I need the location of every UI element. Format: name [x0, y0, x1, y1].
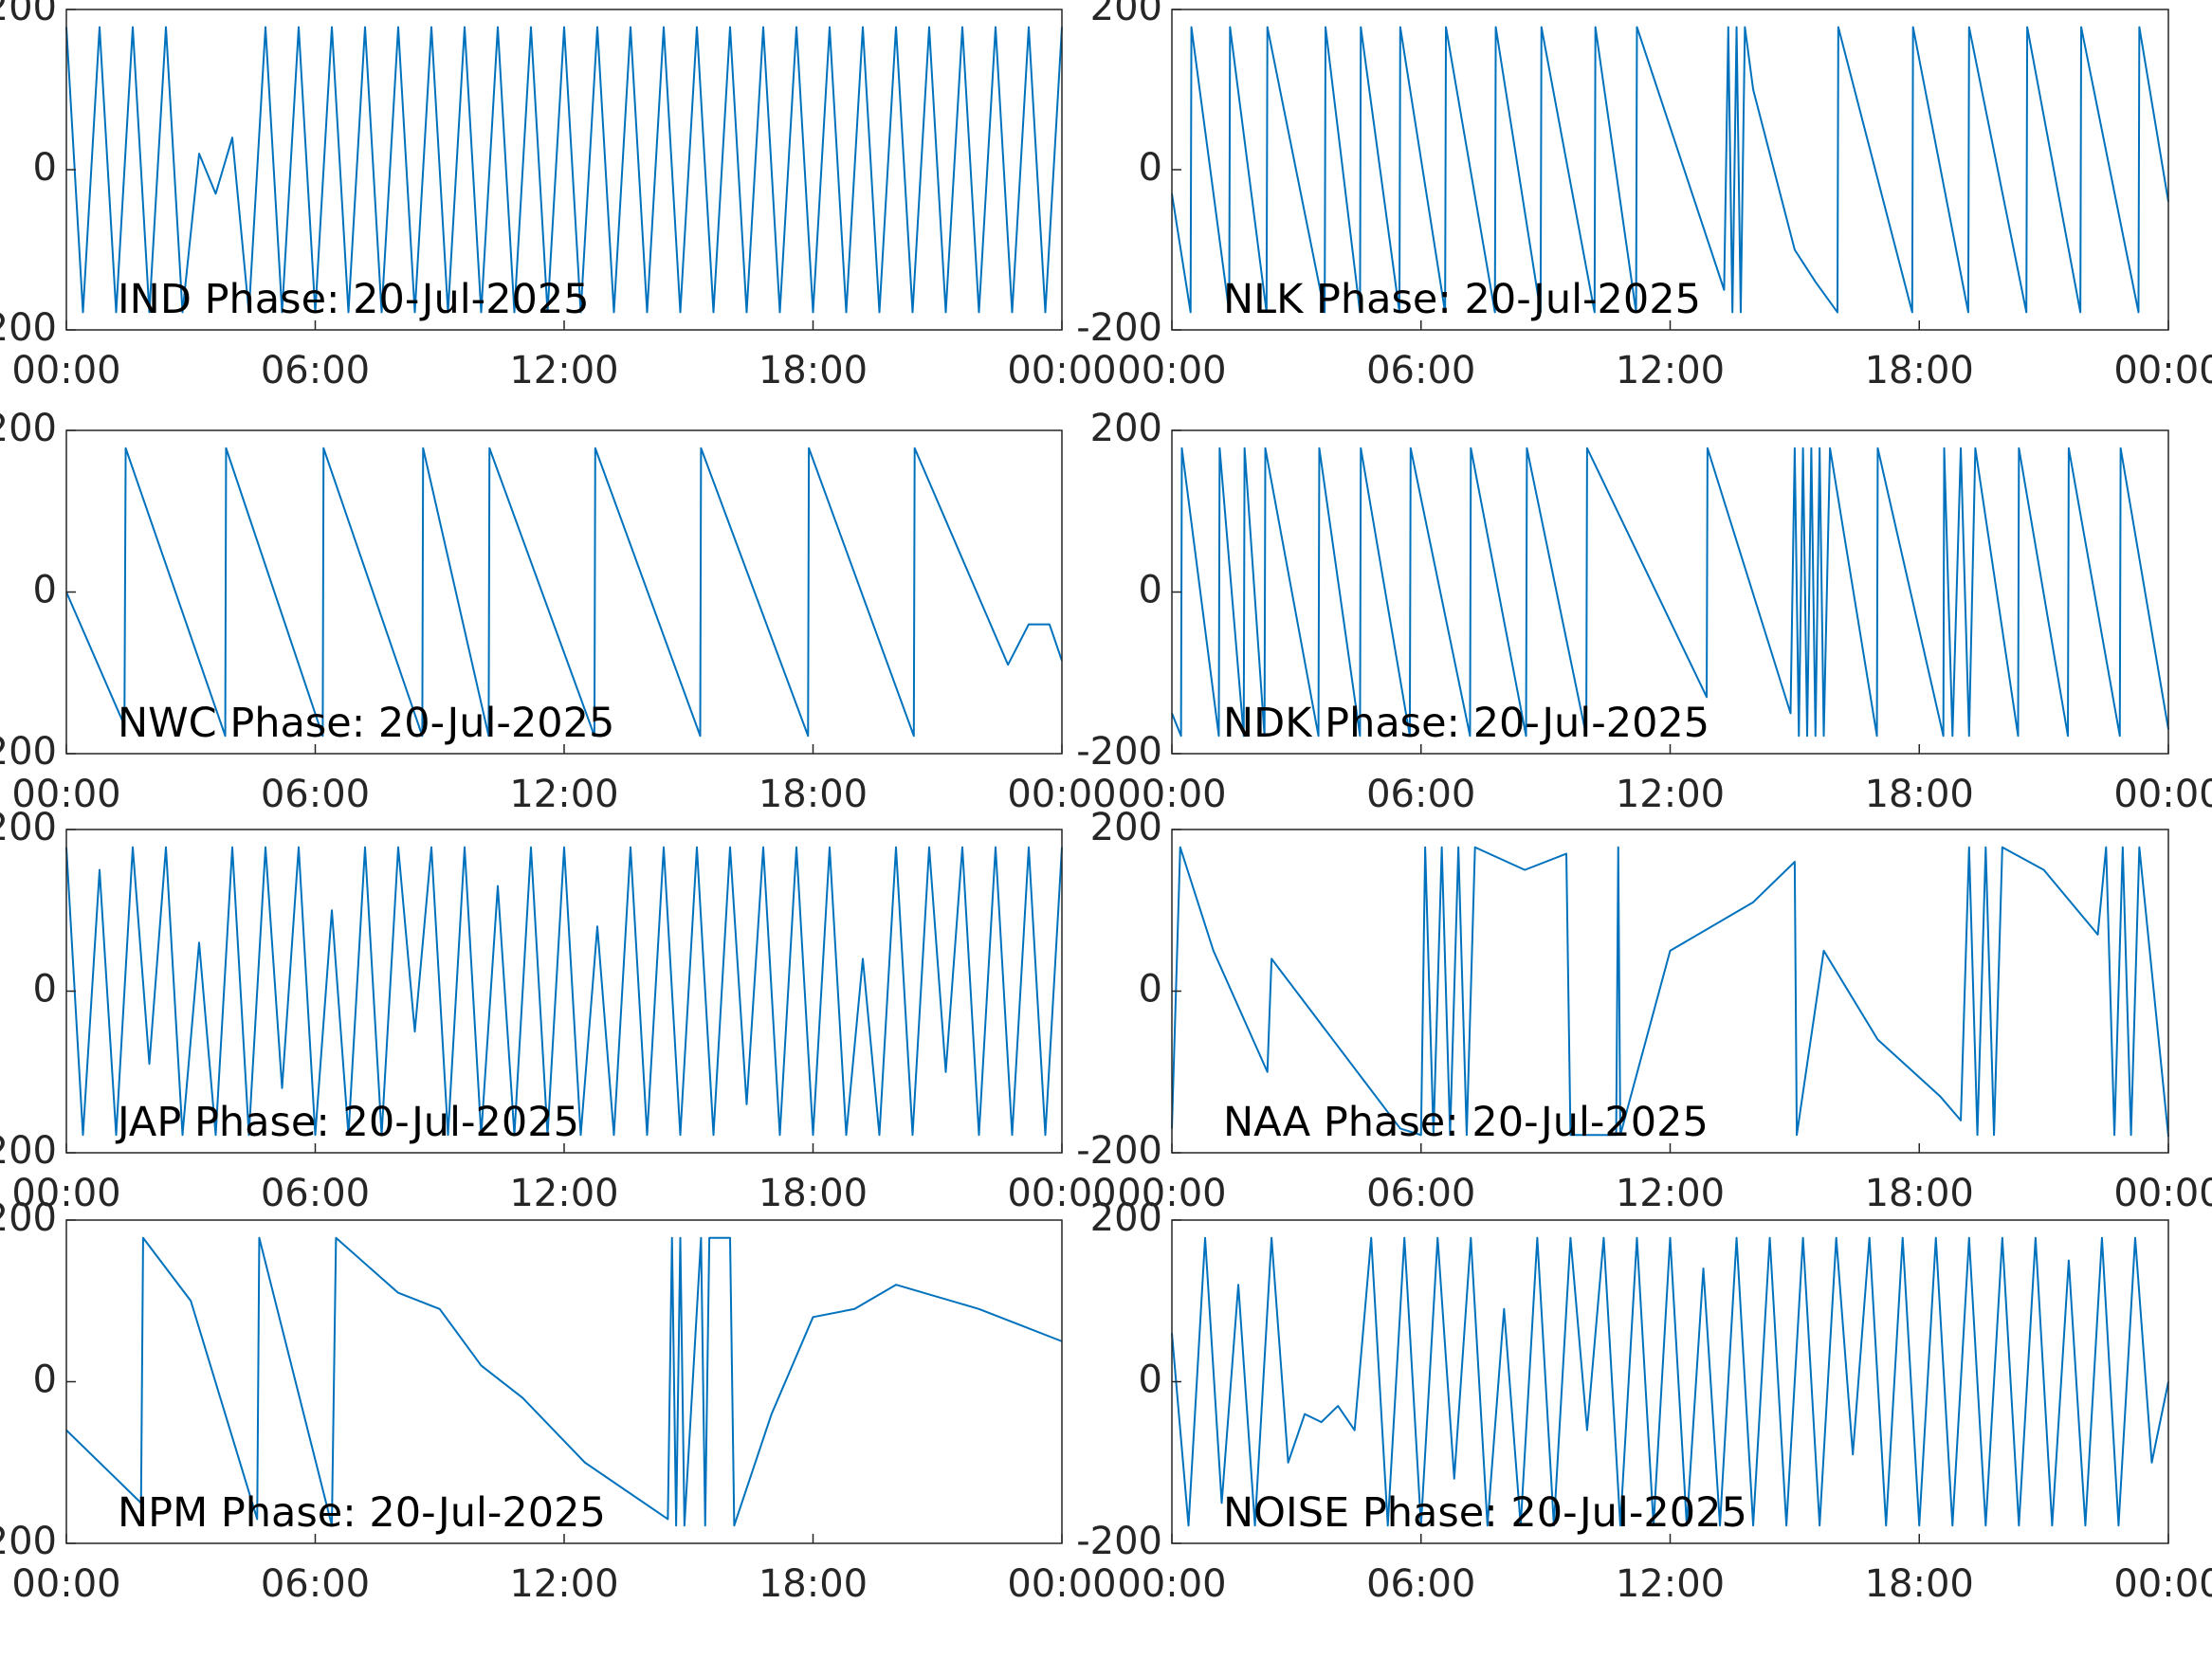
y-tick-label: 0 [33, 968, 57, 1012]
x-tick-label: 18:00 [1865, 1562, 1974, 1606]
y-tick-label: 200 [0, 407, 57, 450]
y-tick-label: -200 [0, 1520, 57, 1563]
x-tick-label: 18:00 [1865, 773, 1974, 816]
phase-line [1171, 1236, 2169, 1527]
axes-background [66, 830, 1062, 1153]
panel-title: NDK Phase: 20-Jul-2025 [1223, 700, 1709, 747]
x-tick-label: 00:00 [11, 349, 120, 392]
panel-title: NLK Phase: 20-Jul-2025 [1223, 276, 1701, 323]
x-tick-label: 18:00 [1865, 1172, 1974, 1215]
x-tick-label: 12:00 [509, 349, 618, 392]
x-tick-label: 12:00 [509, 773, 618, 816]
x-tick-label: 12:00 [1616, 1562, 1725, 1606]
x-tick-label: 06:00 [1366, 349, 1475, 392]
axes-background [1172, 9, 2168, 330]
x-tick-label: 00:00 [11, 1172, 120, 1215]
y-tick-label: 200 [1090, 1196, 1162, 1240]
panel-title: NWC Phase: 20-Jul-2025 [118, 700, 614, 747]
y-tick-label: 200 [0, 1196, 57, 1240]
y-tick-label: -200 [0, 730, 57, 774]
y-tick-label: 0 [33, 146, 57, 190]
panel-title: NOISE Phase: 20-Jul-2025 [1223, 1489, 1747, 1537]
x-tick-label: 06:00 [261, 1172, 370, 1215]
x-tick-label: 00:00 [1007, 1562, 1116, 1606]
y-tick-label: 200 [1090, 0, 1162, 29]
x-tick-label: 18:00 [759, 349, 868, 392]
x-tick-label: 00:00 [1117, 773, 1226, 816]
x-tick-label: 00:00 [1117, 349, 1226, 392]
panel-title: IND Phase: 20-Jul-2025 [118, 276, 590, 323]
x-tick-label: 18:00 [759, 773, 868, 816]
axes-background [66, 9, 1062, 330]
axes-background [66, 1220, 1062, 1543]
x-tick-label: 00:00 [11, 1562, 120, 1606]
x-tick-label: 00:00 [2113, 349, 2212, 392]
phase-line [65, 447, 1063, 738]
y-tick-label: 0 [1139, 569, 1162, 612]
y-tick-label: 200 [0, 0, 57, 29]
y-tick-label: 0 [33, 569, 57, 612]
x-tick-label: 12:00 [1616, 1172, 1725, 1215]
y-tick-label: 200 [0, 806, 57, 849]
y-tick-label: -200 [1076, 306, 1162, 350]
x-tick-label: 00:00 [2113, 773, 2212, 816]
x-tick-label: 00:00 [1007, 349, 1116, 392]
x-tick-label: 06:00 [261, 349, 370, 392]
axes-background [1172, 830, 2168, 1153]
x-tick-label: 00:00 [11, 773, 120, 816]
x-tick-label: 00:00 [1117, 1172, 1226, 1215]
y-tick-label: -200 [0, 1129, 57, 1173]
x-tick-label: 00:00 [1007, 1172, 1116, 1215]
y-tick-label: -200 [0, 306, 57, 350]
y-tick-label: 0 [1139, 968, 1162, 1012]
y-tick-label: 200 [1090, 806, 1162, 849]
phase-line [65, 1236, 1063, 1527]
panel-title: NPM Phase: 20-Jul-2025 [118, 1489, 606, 1537]
y-tick-label: 0 [33, 1358, 57, 1402]
y-tick-label: 0 [1139, 1358, 1162, 1402]
y-tick-label: -200 [1076, 730, 1162, 774]
x-tick-label: 00:00 [1007, 773, 1116, 816]
x-tick-label: 06:00 [261, 773, 370, 816]
x-tick-label: 06:00 [261, 1562, 370, 1606]
x-tick-label: 06:00 [1366, 1562, 1475, 1606]
y-tick-label: -200 [1076, 1520, 1162, 1563]
y-tick-label: 0 [1139, 146, 1162, 190]
x-tick-label: 12:00 [1616, 773, 1725, 816]
x-tick-label: 18:00 [1865, 349, 1974, 392]
y-tick-label: 200 [1090, 407, 1162, 450]
x-tick-label: 06:00 [1366, 1172, 1475, 1215]
panel-title: JAP Phase: 20-Jul-2025 [115, 1099, 579, 1146]
phase-line [1171, 447, 2169, 738]
x-tick-label: 12:00 [1616, 349, 1725, 392]
phase-line [65, 26, 1063, 314]
x-tick-label: 18:00 [759, 1562, 868, 1606]
phase-line [1171, 26, 2169, 314]
x-tick-label: 00:00 [1117, 1562, 1226, 1606]
phase-line [1171, 846, 2169, 1138]
phase-line [65, 846, 1063, 1137]
axes-background [1172, 1220, 2168, 1543]
axes-background [1172, 430, 2168, 754]
x-tick-label: 18:00 [759, 1172, 868, 1215]
x-tick-label: 12:00 [509, 1172, 618, 1215]
x-tick-label: 00:00 [2113, 1172, 2212, 1215]
y-tick-label: -200 [1076, 1129, 1162, 1173]
x-tick-label: 00:00 [2113, 1562, 2212, 1606]
x-tick-label: 06:00 [1366, 773, 1475, 816]
panel-title: NAA Phase: 20-Jul-2025 [1223, 1099, 1709, 1146]
axes-background [66, 430, 1062, 754]
x-tick-label: 12:00 [509, 1562, 618, 1606]
